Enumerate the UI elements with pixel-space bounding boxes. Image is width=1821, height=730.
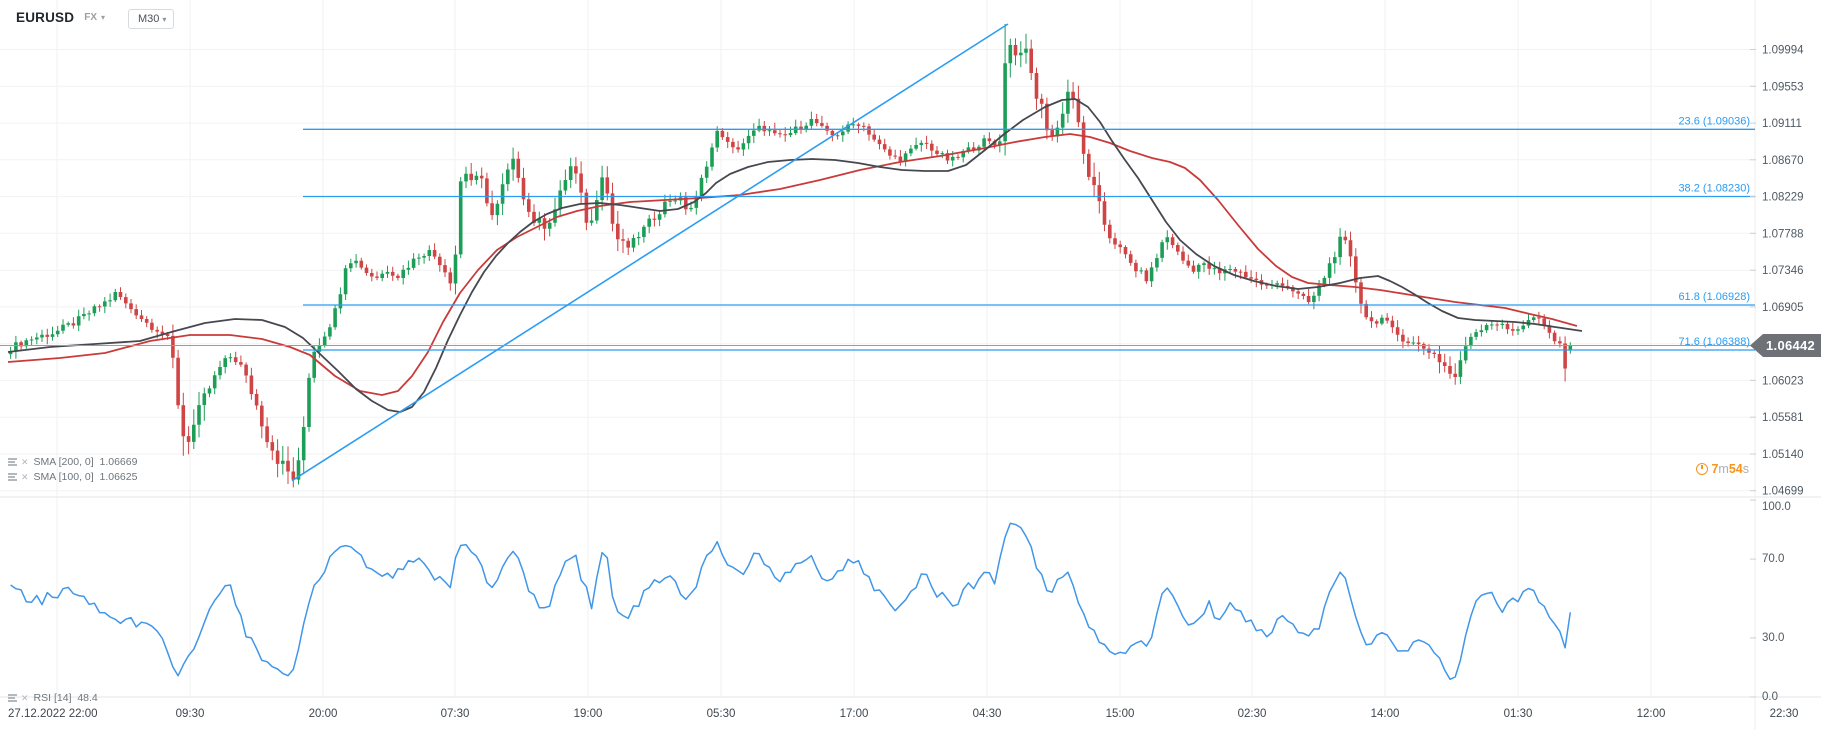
time-axis-label: 02:30 — [1238, 708, 1267, 720]
countdown-minutes: 7 — [1711, 462, 1719, 476]
price-axis-label: 1.06023 — [1762, 375, 1804, 387]
trendline[interactable] — [291, 23, 1009, 482]
indicator-settings-icon[interactable] — [8, 473, 17, 481]
price-axis-label: 1.05140 — [1762, 449, 1804, 461]
time-axis-label: 17:00 — [840, 708, 869, 720]
close-icon[interactable]: ✕ — [21, 692, 29, 703]
timeframe-value: M30 — [138, 13, 160, 25]
sma-100-line[interactable] — [7, 98, 1583, 413]
fib-label: 23.6 (1.09036) — [1678, 115, 1750, 127]
time-axis-label: 15:00 — [1106, 708, 1135, 720]
fib-label: 61.8 (1.06928) — [1678, 291, 1750, 303]
price-axis-label: 1.05581 — [1762, 412, 1804, 424]
countdown-seconds-unit: s — [1742, 462, 1749, 476]
time-axis-label: 01:30 — [1504, 708, 1533, 720]
rsi-legend-label: RSI [14] 48.4 — [33, 692, 98, 704]
price-axis-label: 1.07346 — [1762, 265, 1804, 277]
rsi-line[interactable] — [10, 522, 1572, 681]
price-axis-label: 1.09553 — [1762, 81, 1804, 93]
timeframe-dropdown[interactable]: M30 ▾ — [128, 9, 175, 29]
time-axis-label: 07:30 — [441, 708, 470, 720]
price-axis-label: 1.08670 — [1762, 155, 1804, 167]
indicator-settings-icon[interactable] — [8, 694, 17, 702]
fib-label: 71.6 (1.06388) — [1678, 336, 1750, 348]
sma200-legend-label: SMA [200, 0] 1.06669 — [33, 456, 138, 468]
candle-bodies-up — [8, 45, 1573, 480]
indicator-legend-rsi: ✕ RSI [14] 48.4 — [8, 692, 98, 704]
instrument-header: EURUSD FX ▾ — [16, 10, 105, 25]
countdown-seconds: 54 — [1728, 462, 1743, 476]
indicator-settings-icon[interactable] — [8, 458, 17, 466]
rsi-axis-label: 100.0 — [1762, 501, 1791, 513]
price-axis-label: 1.09111 — [1762, 118, 1802, 130]
clock-icon — [1696, 463, 1709, 475]
symbol-name: EURUSD — [16, 10, 75, 25]
close-icon[interactable]: ✕ — [21, 456, 29, 467]
time-axis-label: 12:00 — [1637, 708, 1666, 720]
time-axis-label: 27.12.2022 22:00 — [8, 708, 98, 720]
price-axis-label: 1.08229 — [1762, 192, 1804, 204]
rsi-axis-label: 0.0 — [1762, 691, 1778, 703]
price-axis-label: 1.09994 — [1762, 45, 1804, 57]
time-axis-label: 22:30 — [1770, 708, 1799, 720]
chevron-down-icon[interactable]: ▾ — [101, 13, 106, 22]
close-icon[interactable]: ✕ — [21, 471, 29, 482]
time-axis-label: 04:30 — [973, 708, 1002, 720]
time-axis-label: 05:30 — [707, 708, 736, 720]
rsi-axis-label: 30.0 — [1762, 632, 1784, 644]
time-axis-label: 09:30 — [176, 708, 205, 720]
price-axis-label: 1.06905 — [1762, 302, 1804, 314]
current-price-badge: 1.06442 — [1750, 334, 1821, 357]
sma100-legend-label: SMA [100, 0] 1.06625 — [33, 471, 138, 483]
sma-200-line[interactable] — [7, 133, 1578, 396]
chevron-down-icon: ▾ — [162, 14, 167, 24]
time-axis-label: 20:00 — [309, 708, 338, 720]
price-axis-label: 1.07788 — [1762, 228, 1804, 240]
fib-label: 38.2 (1.08230) — [1678, 183, 1750, 195]
time-axis-label: 14:00 — [1371, 708, 1400, 720]
candle-wicks-up — [10, 24, 1571, 485]
market-label[interactable]: FX — [84, 12, 97, 23]
countdown-minutes-unit: m — [1718, 462, 1729, 476]
time-axis-label: 19:00 — [574, 708, 603, 720]
indicator-legend-sma100: ✕ SMA [100, 0] 1.06625 — [8, 471, 137, 483]
price-axis-label: 1.04699 — [1762, 486, 1804, 498]
candle-countdown-timer: 7 m 54 s — [1696, 462, 1749, 476]
rsi-axis-label: 70.0 — [1762, 553, 1784, 565]
indicator-legend-sma200: ✕ SMA [200, 0] 1.06669 — [8, 456, 137, 468]
